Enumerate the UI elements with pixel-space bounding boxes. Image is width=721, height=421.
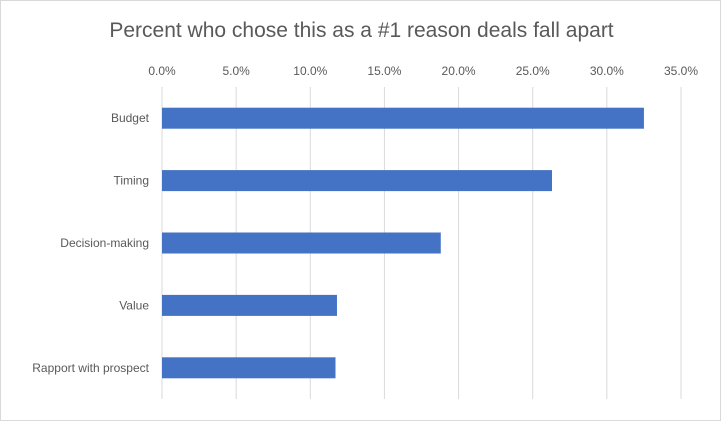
category-label: Budget [111, 111, 150, 125]
category-label: Timing [113, 174, 149, 188]
category-label: Rapport with prospect [32, 361, 149, 375]
x-tick-label: 5.0% [222, 64, 250, 78]
bar-value [162, 294, 337, 316]
category-label: Decision-making [60, 236, 149, 250]
x-tick-label: 20.0% [442, 64, 476, 78]
bars [162, 107, 644, 379]
bar-timing [162, 170, 552, 192]
chart-title: Percent who chose this as a #1 reason de… [109, 19, 614, 42]
category-label: Value [119, 298, 149, 312]
x-tick-label: 35.0% [664, 64, 698, 78]
x-tick-label: 25.0% [516, 64, 550, 78]
x-tick-label: 30.0% [590, 64, 624, 78]
bar-budget [162, 107, 644, 129]
category-labels: Budget Timing Decision-making Value Rapport … [32, 111, 149, 375]
x-tick-label: 10.0% [293, 64, 327, 78]
bar-decision-making [162, 232, 441, 254]
bar-rapport-with-prospect [162, 357, 336, 379]
x-tick-label: 15.0% [367, 64, 401, 78]
x-tick-label: 0.0% [148, 64, 176, 78]
x-axis-ticks: 0.0% 5.0% 10.0% 15.0% 20.0% 25.0% 30.0% 35.0% [148, 64, 698, 78]
